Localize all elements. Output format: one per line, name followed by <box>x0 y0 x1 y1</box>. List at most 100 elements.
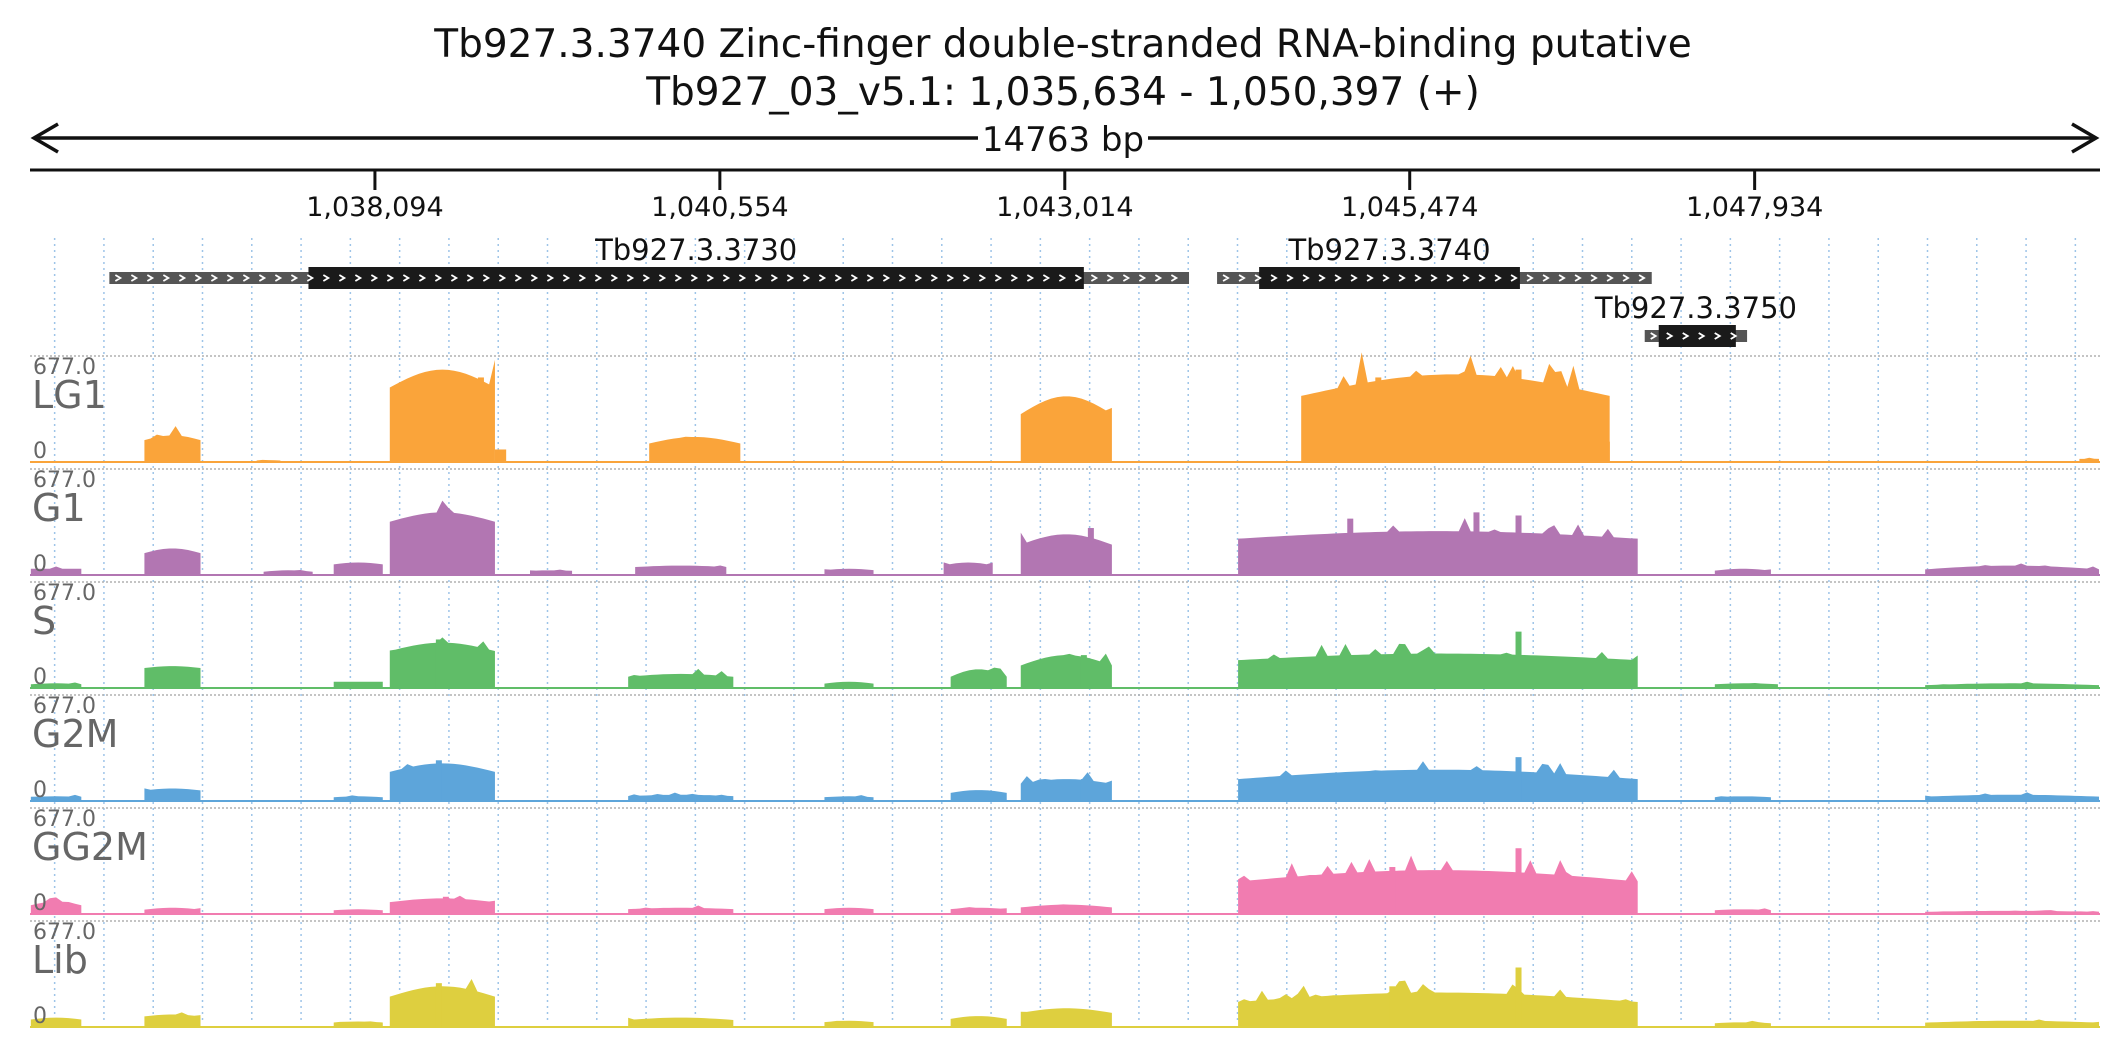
coverage-peak <box>1515 631 1522 688</box>
coverage-peak <box>435 639 442 688</box>
coverage-area <box>354 460 362 462</box>
coverage-area <box>333 1021 383 1027</box>
x-tick-label: 1,040,554 <box>651 192 788 223</box>
coverage-area <box>824 795 874 801</box>
span-label-bg <box>978 120 1148 156</box>
coverage-track: 677.0 0 G2M <box>30 694 2100 803</box>
x-tick-label: 1,047,934 <box>1686 192 1823 223</box>
x-axis: 1,038,094 1,040,554 1,043,014 1,045,474 1,04… <box>30 168 2100 223</box>
span-ruler: 14763 bp <box>30 120 2100 160</box>
coverage-area <box>628 792 734 801</box>
coverage-area <box>333 681 383 688</box>
coverage-peak <box>1603 441 1610 462</box>
coverage-peak <box>442 374 449 462</box>
y-min-label: 0 <box>33 891 47 916</box>
coverage-area <box>1238 980 1638 1027</box>
coverage-area <box>649 436 741 462</box>
coverage-area <box>628 905 734 914</box>
y-min-label: 0 <box>33 552 47 577</box>
coverage-peak <box>435 983 442 1027</box>
gene-feature[interactable]: Tb927.3.3750 <box>1594 291 1797 347</box>
coverage-area <box>943 562 993 575</box>
coverage-area <box>1714 908 1771 914</box>
coverage-area <box>950 1016 1007 1027</box>
coverage-area <box>144 548 201 575</box>
coverage-area <box>30 794 82 801</box>
coverage-area <box>1238 761 1638 801</box>
chart-title: Tb927.3.3740 Zinc-finger double-stranded… <box>434 22 1692 67</box>
coverage-area <box>635 565 727 575</box>
coverage-area <box>389 763 495 801</box>
coverage-track: 677.0 0 GG2M <box>30 807 2100 916</box>
coverage-area <box>30 897 82 914</box>
gene-feature[interactable]: Tb927.3.3730 <box>109 233 1190 289</box>
coverage-area <box>389 500 495 575</box>
coverage-area <box>824 907 874 914</box>
x-tick-label: 1,045,474 <box>1341 192 1478 223</box>
coverage-area <box>824 1020 874 1027</box>
coverage-area <box>1020 396 1112 462</box>
coverage-area <box>2079 457 2100 462</box>
coverage-area <box>1925 792 2100 801</box>
gene-label: Tb927.3.3730 <box>594 233 797 267</box>
coverage-area <box>950 907 1007 914</box>
coverage-peak <box>1473 512 1480 575</box>
coverage-track: 677.0 0 Lib <box>30 920 2100 1029</box>
x-tick-label: 1,038,094 <box>306 192 443 223</box>
coverage-area <box>1020 532 1112 575</box>
track-name: G2M <box>32 712 118 756</box>
coverage-peak <box>456 520 463 575</box>
coverage-peak <box>1515 515 1522 575</box>
y-max-label: 677.0 <box>33 694 96 719</box>
coverage-peak <box>1375 377 1382 462</box>
coverage-area <box>1238 643 1638 688</box>
strand-arrows-icon <box>114 274 1179 282</box>
coverage-track: 677.0 0 S <box>30 581 2100 690</box>
coverage-area <box>628 668 734 688</box>
coverage-peak <box>1515 848 1522 914</box>
x-tick-label: 1,043,014 <box>996 192 1133 223</box>
coverage-peak <box>1557 380 1564 462</box>
coverage-area <box>30 566 82 575</box>
coverage-peak <box>1080 655 1087 688</box>
coverage-peak <box>477 377 484 462</box>
track-name: S <box>32 599 56 643</box>
gene-label: Tb927.3.3740 <box>1287 233 1490 267</box>
coverage-area <box>389 637 495 688</box>
y-max-label: 677.0 <box>33 807 96 832</box>
coverage-peak <box>1515 757 1522 801</box>
coverage-area <box>530 569 573 575</box>
coverage-area <box>144 666 201 688</box>
coverage-peak <box>442 896 449 914</box>
coverage-area <box>144 788 201 801</box>
coverage-area <box>950 667 1007 688</box>
strand-arrows-icon <box>1650 332 1738 340</box>
coverage-area <box>333 795 383 801</box>
coverage-area <box>30 682 82 688</box>
coverage-peak <box>435 760 442 801</box>
gene-track: Tb927.3.3730 Tb927.3.3740 Tb927.3.3750 <box>109 233 1797 347</box>
coverage-peak <box>1347 518 1354 575</box>
coverage-peak <box>428 513 435 575</box>
coverage-area <box>389 978 495 1027</box>
coverage-peak <box>1087 528 1094 575</box>
gridlines <box>53 238 2077 1022</box>
strand-arrows-icon <box>1222 274 1646 282</box>
coverage-area <box>824 568 874 575</box>
coverage-tracks: 677.00LG1677.00G1677.00S677.00G2M677.00G… <box>30 352 2100 1029</box>
coverage-area <box>950 790 1007 801</box>
y-min-label: 0 <box>33 439 47 464</box>
gene-label: Tb927.3.3750 <box>1594 291 1797 325</box>
coverage-peak <box>1080 779 1087 801</box>
coverage-area <box>144 426 201 462</box>
gene-feature[interactable]: Tb927.3.3740 <box>1217 233 1652 289</box>
coverage-area <box>1925 681 2100 688</box>
coverage-area <box>263 569 313 575</box>
span-label: 14763 bp <box>982 120 1144 160</box>
coverage-track: 677.0 0 LG1 <box>30 352 2100 464</box>
track-name: LG1 <box>32 373 107 417</box>
coverage-area <box>1020 1008 1112 1027</box>
coverage-area <box>389 895 495 914</box>
